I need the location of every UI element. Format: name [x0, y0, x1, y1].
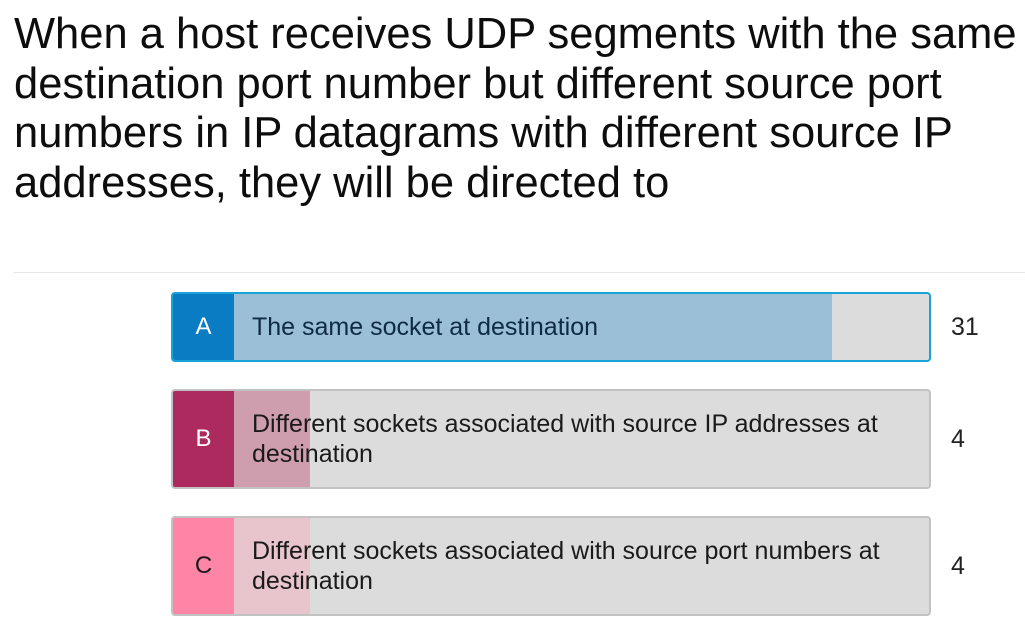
option-c[interactable]: C Different sockets associated with sour…	[171, 516, 931, 616]
option-b-letter: B	[173, 391, 234, 487]
option-b[interactable]: B Different sockets associated with sour…	[171, 389, 931, 489]
option-c-letter: C	[173, 518, 234, 614]
option-b-label: Different sockets associated with source…	[252, 410, 878, 468]
option-c-count: 4	[951, 552, 965, 580]
divider	[14, 272, 1025, 273]
question-text: When a host receives UDP segments with t…	[14, 10, 1017, 207]
option-a-count: 31	[951, 313, 979, 341]
option-a-letter: A	[173, 294, 234, 360]
option-c-label: Different sockets associated with source…	[252, 537, 880, 595]
option-a-label: The same socket at destination	[252, 313, 599, 341]
option-a[interactable]: A The same socket at destination	[171, 292, 931, 362]
option-b-count: 4	[951, 425, 965, 453]
option-a-result-bar	[234, 294, 832, 360]
option-c-result-bar	[234, 518, 310, 614]
option-b-result-bar	[234, 391, 310, 487]
